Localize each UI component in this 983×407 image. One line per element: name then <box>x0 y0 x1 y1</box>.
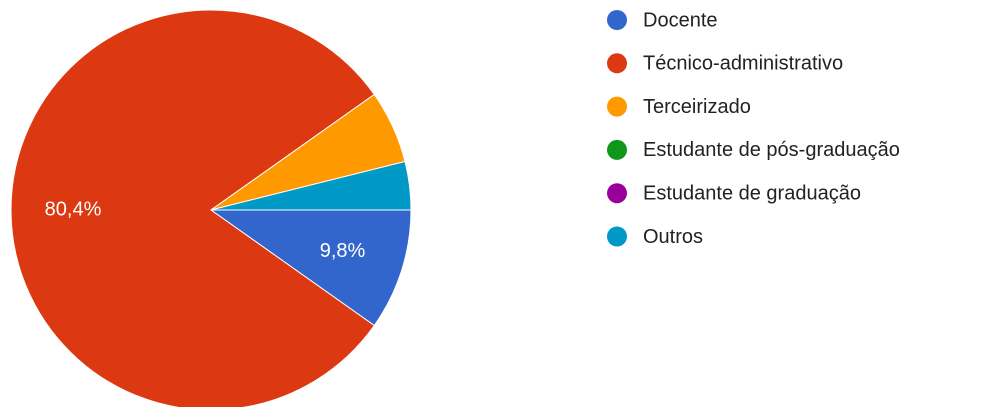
pie-slice <box>10 9 375 407</box>
legend-label: Estudante de graduação <box>643 182 861 204</box>
pie-slice <box>209 209 412 327</box>
legend-label: Técnico-administrativo <box>643 53 843 75</box>
legend-swatch <box>607 96 627 117</box>
legend-label: Terceirizado <box>643 96 751 118</box>
legend-label: Outros <box>643 226 703 248</box>
legend-swatch <box>607 183 627 204</box>
legend-swatch <box>607 139 627 160</box>
legend-swatch <box>607 226 627 247</box>
pie-slice <box>210 160 412 211</box>
legend-swatch <box>607 10 627 30</box>
legend-label: Docente <box>643 9 718 31</box>
legend-swatch <box>607 53 627 74</box>
slice-label: 9,8% <box>320 240 366 262</box>
slice-label: 80,4% <box>45 198 102 220</box>
legend-label: Estudante de pós-graduação <box>643 139 900 161</box>
